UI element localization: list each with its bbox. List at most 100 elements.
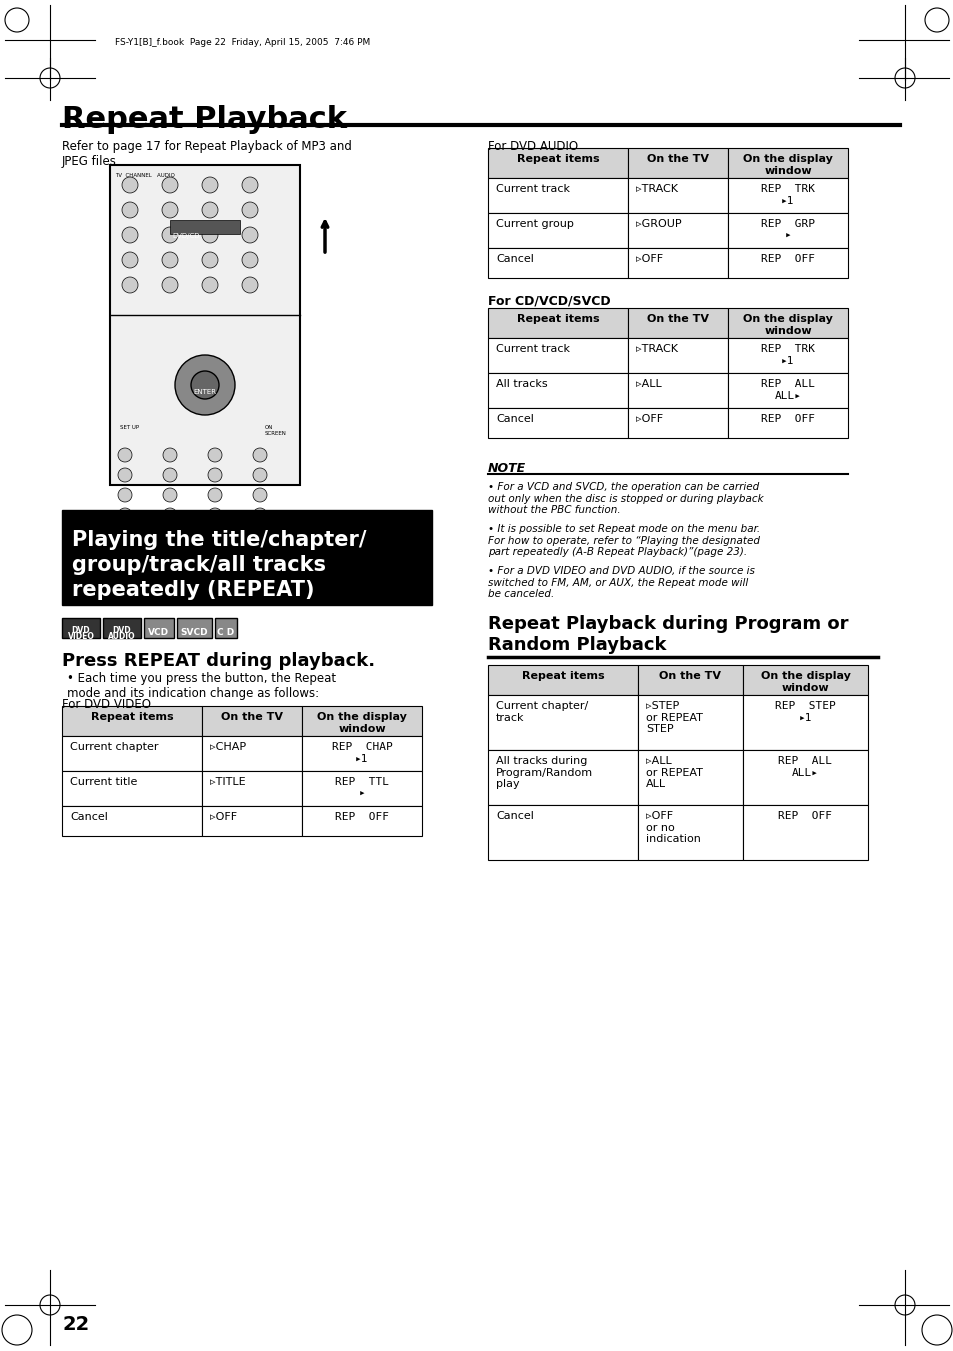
Text: ▹ALL: ▹ALL	[636, 380, 661, 389]
Text: Current title: Current title	[70, 777, 137, 788]
Bar	[302, 807, 421, 836]
Circle shape	[202, 177, 218, 193]
Bar	[144, 617, 173, 638]
Bar	[727, 408, 847, 438]
Circle shape	[253, 508, 267, 521]
Bar	[62, 707, 202, 736]
Circle shape	[118, 488, 132, 503]
Text: ON
SCREEN: ON SCREEN	[265, 426, 287, 436]
Bar	[488, 694, 638, 750]
Bar	[627, 308, 727, 338]
Text: REP  CHAP
▸1: REP CHAP ▸1	[332, 742, 392, 763]
Bar	[627, 373, 727, 408]
Bar	[742, 750, 867, 805]
Circle shape	[174, 355, 234, 415]
Circle shape	[208, 467, 222, 482]
Bar	[214, 617, 236, 638]
Circle shape	[122, 203, 138, 218]
Text: REP  ALL
ALL▸: REP ALL ALL▸	[778, 757, 832, 778]
Text: ▹OFF: ▹OFF	[636, 413, 662, 424]
Circle shape	[253, 467, 267, 482]
Circle shape	[208, 508, 222, 521]
Text: REP  TTL
▸: REP TTL ▸	[335, 777, 389, 798]
Circle shape	[242, 277, 257, 293]
Text: Repeat Playback during Program or
Random Playback: Repeat Playback during Program or Random…	[488, 615, 847, 654]
Text: REP  GRP
▸: REP GRP ▸	[760, 219, 814, 240]
Text: VIDEO: VIDEO	[68, 632, 94, 640]
Text: ▹TITLE: ▹TITLE	[210, 777, 245, 788]
Text: repeatedly (REPEAT): repeatedly (REPEAT)	[71, 580, 314, 600]
Text: Current track: Current track	[496, 345, 569, 354]
Bar	[103, 617, 141, 638]
Bar	[62, 771, 202, 807]
Bar	[62, 736, 202, 771]
Text: C D: C D	[217, 628, 234, 638]
Circle shape	[242, 253, 257, 267]
Bar	[170, 220, 240, 234]
Bar	[727, 149, 847, 178]
Text: NOTE: NOTE	[488, 462, 525, 476]
Text: TV  CHANNEL   AUDIO: TV CHANNEL AUDIO	[115, 173, 174, 178]
Text: REP  OFF: REP OFF	[778, 811, 832, 821]
Bar	[488, 665, 638, 694]
Text: ▹TRACK: ▹TRACK	[636, 345, 678, 354]
Text: • For a VCD and SVCD, the operation can be carried
out only when the disc is sto: • For a VCD and SVCD, the operation can …	[488, 482, 762, 515]
Bar	[627, 149, 727, 178]
Circle shape	[163, 467, 177, 482]
Bar	[488, 805, 638, 861]
Text: Cancel: Cancel	[496, 811, 534, 821]
Text: ▹ALL
or REPEAT
ALL: ▹ALL or REPEAT ALL	[645, 757, 702, 789]
Circle shape	[118, 508, 132, 521]
Bar	[742, 694, 867, 750]
Text: AUDIO: AUDIO	[108, 632, 135, 640]
Text: Repeat items: Repeat items	[517, 154, 598, 163]
Bar	[202, 807, 302, 836]
Text: On the TV: On the TV	[659, 671, 720, 681]
Text: Repeat items: Repeat items	[521, 671, 603, 681]
Bar	[202, 771, 302, 807]
Bar	[638, 750, 742, 805]
Circle shape	[162, 177, 178, 193]
Text: On the display
window: On the display window	[760, 671, 849, 693]
Text: ENTER: ENTER	[193, 389, 216, 394]
Bar	[488, 213, 627, 249]
Text: • For a DVD VIDEO and DVD AUDIO, if the source is
switched to FM, AM, or AUX, th: • For a DVD VIDEO and DVD AUDIO, if the …	[488, 566, 754, 600]
Text: Press REPEAT during playback.: Press REPEAT during playback.	[62, 653, 375, 670]
Bar	[202, 736, 302, 771]
Circle shape	[122, 177, 138, 193]
Text: For DVD VIDEO: For DVD VIDEO	[62, 698, 151, 711]
Circle shape	[162, 227, 178, 243]
Circle shape	[118, 467, 132, 482]
Circle shape	[253, 488, 267, 503]
Text: On the TV: On the TV	[221, 712, 283, 721]
Circle shape	[162, 203, 178, 218]
Bar	[727, 249, 847, 278]
Text: ▹OFF
or no
indication: ▹OFF or no indication	[645, 811, 700, 844]
Text: On the display
window: On the display window	[742, 154, 832, 176]
Circle shape	[202, 253, 218, 267]
Text: 22: 22	[62, 1315, 90, 1333]
Bar	[638, 665, 742, 694]
Text: Cancel: Cancel	[496, 254, 534, 263]
Circle shape	[208, 488, 222, 503]
Circle shape	[163, 488, 177, 503]
Bar	[627, 249, 727, 278]
Bar	[488, 178, 627, 213]
Bar	[627, 408, 727, 438]
Text: REP  TRK
▸1: REP TRK ▸1	[760, 184, 814, 205]
Bar	[62, 617, 100, 638]
Text: SET UP: SET UP	[120, 426, 139, 430]
Text: On the TV: On the TV	[646, 313, 708, 324]
Bar	[302, 707, 421, 736]
Text: REP  OFF: REP OFF	[335, 812, 389, 821]
Text: ▹CHAP: ▹CHAP	[210, 742, 246, 753]
Text: Current chapter: Current chapter	[70, 742, 158, 753]
Text: • Each time you press the button, the Repeat
mode and its indication change as f: • Each time you press the button, the Re…	[67, 671, 335, 700]
Bar	[727, 308, 847, 338]
Text: For DVD AUDIO: For DVD AUDIO	[488, 141, 578, 153]
Circle shape	[242, 203, 257, 218]
Text: All tracks: All tracks	[496, 380, 547, 389]
Text: REP  STEP
▸1: REP STEP ▸1	[774, 701, 835, 723]
Bar	[488, 338, 627, 373]
Text: DVD: DVD	[71, 626, 91, 635]
